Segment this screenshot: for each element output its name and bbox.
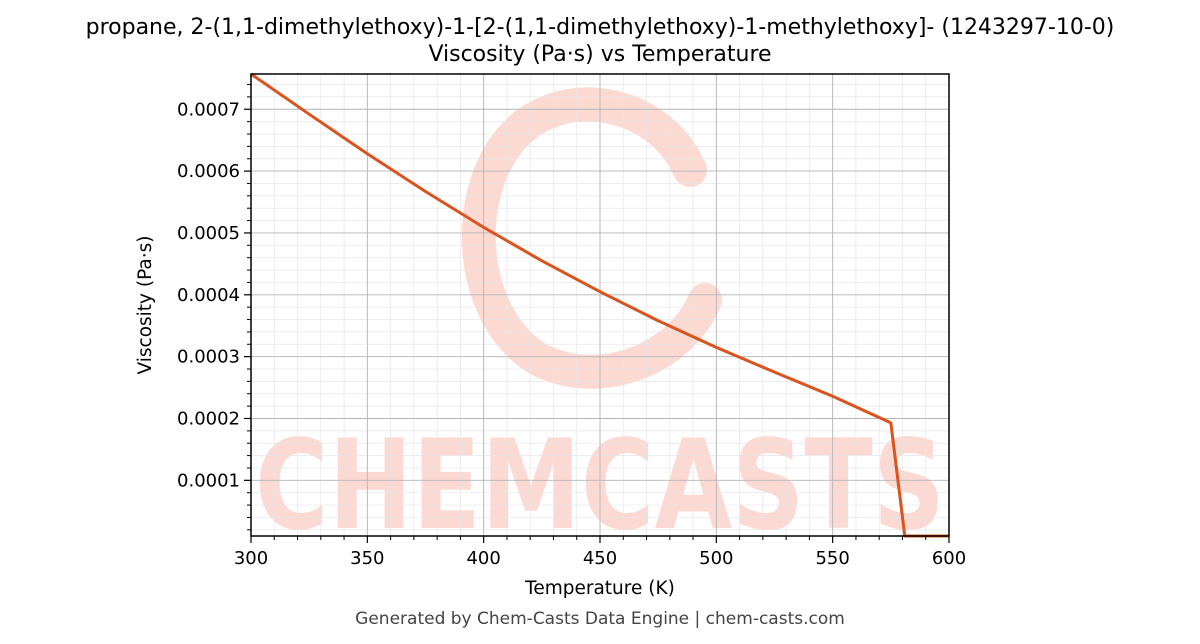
major-grid xyxy=(250,74,950,536)
footer-credit: Generated by Chem-Casts Data Engine | ch… xyxy=(355,609,845,629)
x-tick-label: 550 xyxy=(815,548,849,569)
y-tick-label: 0.0003 xyxy=(177,347,240,368)
y-tick-label: 0.0007 xyxy=(177,99,240,120)
chart-title: propane, 2-(1,1-dimethylethoxy)-1-[2-(1,… xyxy=(86,15,1115,40)
x-axis-label: Temperature (K) xyxy=(524,578,675,599)
y-tick-label: 0.0004 xyxy=(177,285,240,306)
y-tick-label: 0.0006 xyxy=(177,161,240,182)
x-tick-label: 350 xyxy=(350,548,384,569)
x-tick-label: 450 xyxy=(583,548,617,569)
y-tick-label: 0.0001 xyxy=(177,470,240,491)
series-line xyxy=(250,72,949,538)
chart-subtitle: Viscosity (Pa·s) vs Temperature xyxy=(428,42,771,67)
x-tick-label: 500 xyxy=(699,548,733,569)
x-tick-label: 400 xyxy=(466,548,500,569)
x-tick-label: 600 xyxy=(932,548,966,569)
series-layer xyxy=(250,72,949,538)
y-axis-label: Viscosity (Pa·s) xyxy=(135,236,156,375)
y-tick-label: 0.0005 xyxy=(177,223,240,244)
y-tick-label: 0.0002 xyxy=(177,408,240,429)
ticks-layer: 300 350 400 450 500 550 600 0.0001 0.0002 0.0003 0… xyxy=(177,84,966,569)
watermark-swirl-icon xyxy=(461,87,722,389)
x-tick-label: 300 xyxy=(234,548,268,569)
